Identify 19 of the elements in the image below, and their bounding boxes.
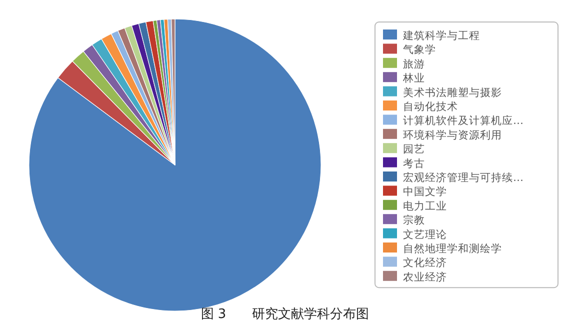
legend-label: 建筑科学与工程 [402,29,480,42]
legend-label: 中国文学 [403,185,447,198]
legend-label: 考古 [403,156,425,170]
legend-label: 文艺理论 [403,228,447,241]
legend-label: 美术书法雕塑与摄影 [403,86,502,99]
legend-label: 宏观经济管理与可持续… [403,171,524,184]
legend-label: 气象学 [403,44,436,56]
legend-label: 自动化技术 [403,100,458,113]
legend-label: 环境科学与资源利用 [403,128,502,142]
legend-label: 文化经济 [403,256,447,270]
legend-label: 宗教 [403,214,425,227]
legend-label: 电力工业 [403,199,447,212]
legend-label: 园艺 [403,142,425,156]
legend-label: 计算机软件及计算机应… [403,114,524,128]
legend-label: 自然地理学和测绘学 [403,242,502,255]
text: 图 3 研究文献学科分布图 [200,307,370,322]
legend-label: 农业经济 [403,270,447,284]
legend-label: 旅游 [403,57,425,70]
legend-label: 林业 [402,72,425,85]
